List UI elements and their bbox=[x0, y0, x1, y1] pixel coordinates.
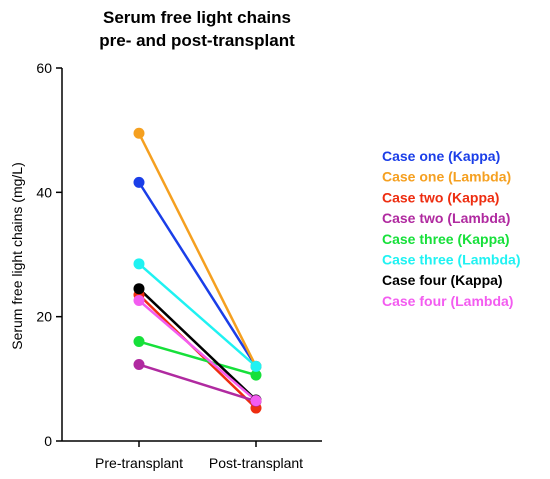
axes: 0 20 40 60 Pre-transplant Post-transplant bbox=[36, 60, 322, 471]
series-line bbox=[137, 181, 258, 368]
series-line bbox=[137, 132, 258, 367]
series-line bbox=[138, 262, 257, 368]
data-point bbox=[133, 176, 145, 188]
y-tick-label: 20 bbox=[36, 309, 52, 325]
series-line bbox=[138, 299, 257, 402]
y-axis-label: Serum free light chains (mg/L) bbox=[9, 162, 25, 350]
legend-entry: Case three (Lambda) bbox=[382, 252, 520, 268]
legend-entry: Case four (Lambda) bbox=[382, 293, 513, 309]
chart-title-line-2: pre- and post-transplant bbox=[99, 31, 295, 50]
y-tick-label: 0 bbox=[44, 433, 52, 449]
data-point bbox=[133, 283, 145, 295]
y-tick-label: 40 bbox=[36, 184, 52, 200]
data-point bbox=[250, 395, 262, 407]
data-point bbox=[133, 359, 145, 371]
data-point bbox=[133, 295, 145, 307]
series-line bbox=[138, 340, 257, 377]
legend-entry: Case one (Kappa) bbox=[382, 148, 500, 164]
data-point bbox=[250, 360, 262, 372]
series-line bbox=[138, 287, 257, 401]
data-point bbox=[250, 369, 262, 381]
legend-entry: Case three (Kappa) bbox=[382, 231, 510, 247]
legend-entry: Case one (Lambda) bbox=[382, 169, 511, 185]
data-point bbox=[133, 336, 145, 348]
legend-entry: Case two (Kappa) bbox=[382, 189, 499, 205]
y-tick-label: 60 bbox=[36, 60, 52, 76]
x-tick-label: Post-transplant bbox=[209, 455, 303, 471]
data-point bbox=[133, 258, 145, 270]
chart-title-line-1: Serum free light chains bbox=[103, 8, 291, 27]
data-point bbox=[133, 127, 145, 139]
legend: Case one (Kappa) Case one (Lambda) Case tw… bbox=[382, 148, 520, 309]
legend-entry: Case four (Kappa) bbox=[382, 272, 503, 288]
x-tick-label: Pre-transplant bbox=[95, 455, 183, 471]
legend-entry: Case two (Lambda) bbox=[382, 210, 510, 226]
series-points bbox=[133, 127, 262, 414]
series-line bbox=[138, 363, 257, 403]
series-lines bbox=[137, 132, 258, 409]
